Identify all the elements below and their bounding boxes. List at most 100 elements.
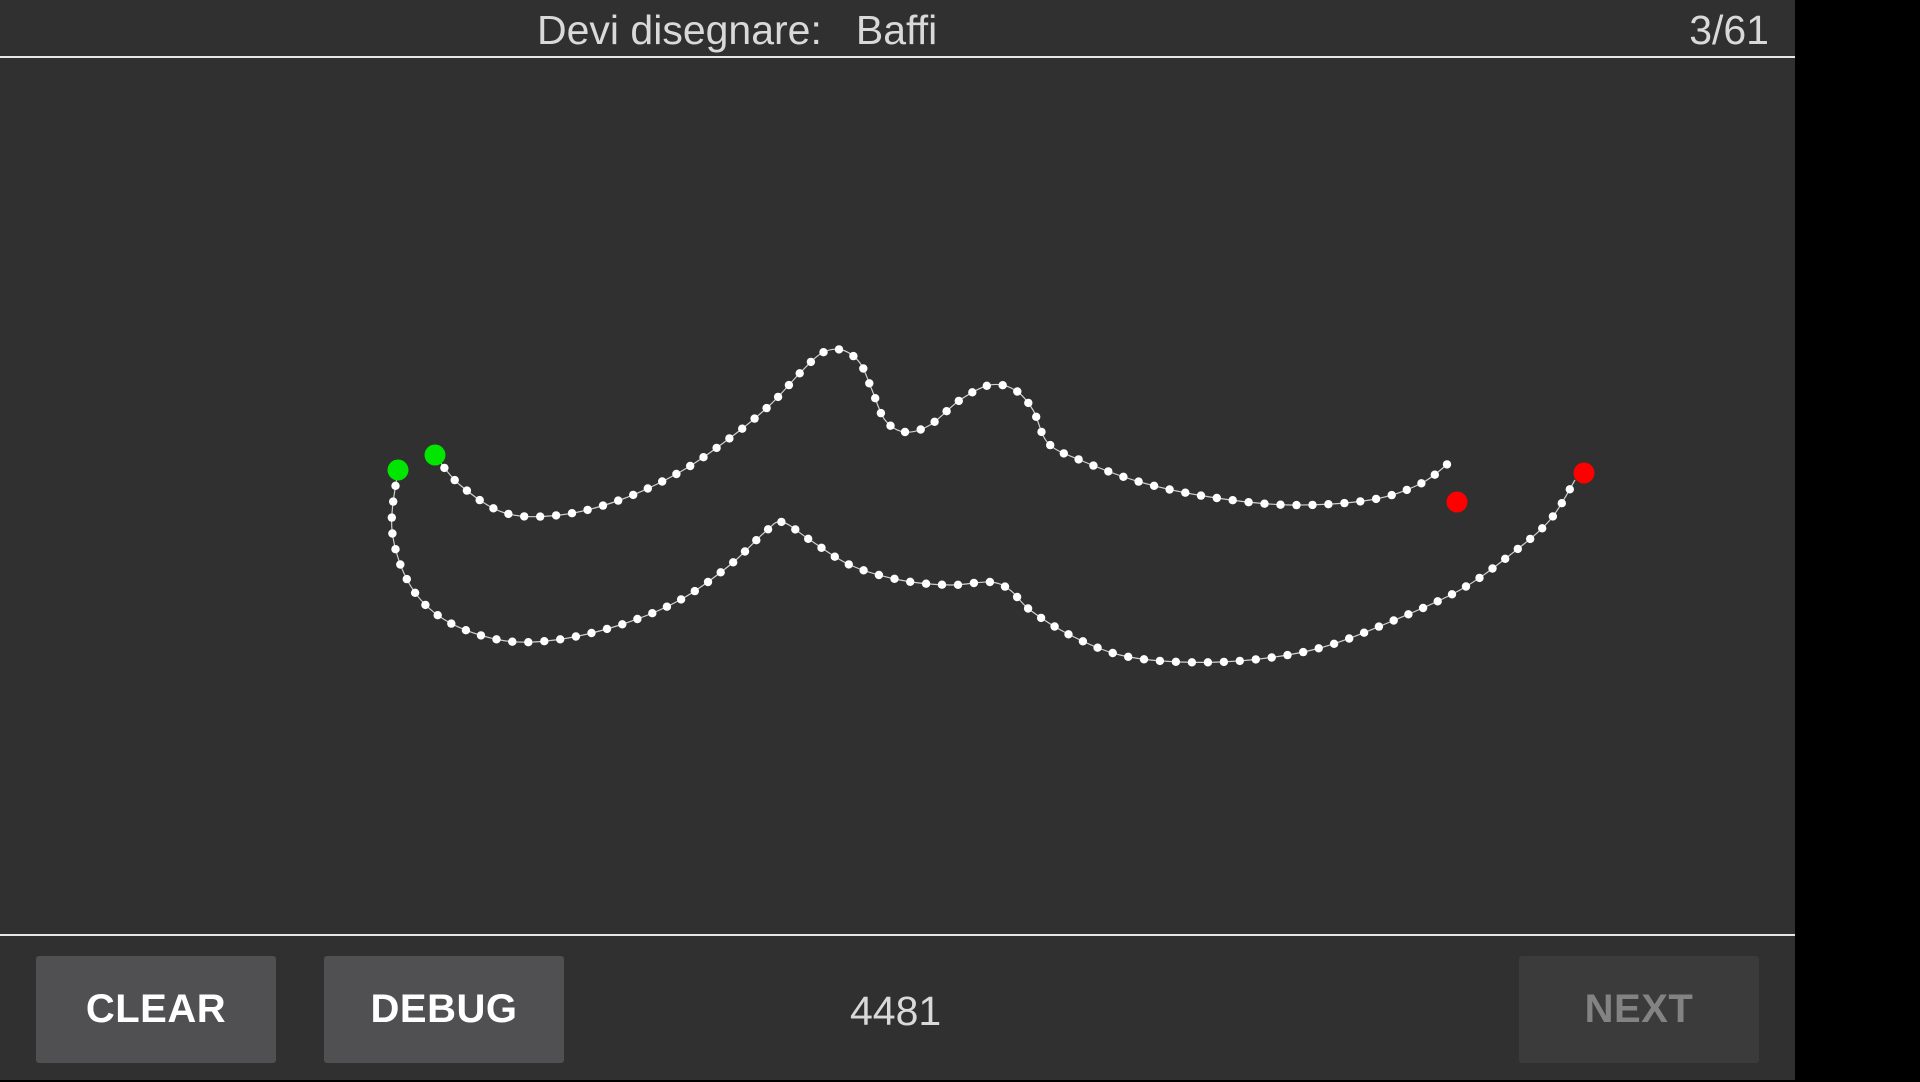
- stroke-point: [662, 602, 672, 611]
- stroke-point: [524, 638, 533, 647]
- stroke-point: [1134, 477, 1143, 486]
- drawing-prompt: Devi disegnare: Baffi: [537, 5, 937, 55]
- stroke-point: [985, 577, 995, 587]
- stroke-point: [1219, 657, 1229, 667]
- stroke-point: [508, 637, 517, 646]
- stroke-point: [1212, 493, 1222, 503]
- stroke-point: [1513, 544, 1523, 554]
- stroke-point: [1565, 485, 1575, 494]
- end-point-marker: [1573, 462, 1595, 484]
- stroke-point: [954, 396, 963, 406]
- stroke-point: [1139, 655, 1149, 664]
- stroke-point: [388, 529, 397, 538]
- stroke-point: [817, 543, 826, 552]
- clear-button[interactable]: CLEAR: [36, 956, 276, 1063]
- stroke-point: [1488, 564, 1497, 573]
- stroke-point: [614, 496, 623, 505]
- stroke-point: [1235, 656, 1245, 666]
- header-bar: Devi disegnare: Baffi 3/61: [0, 0, 1795, 58]
- stroke-point: [968, 388, 977, 397]
- stroke-point: [937, 580, 947, 589]
- drawing-canvas[interactable]: [0, 58, 1795, 934]
- next-button[interactable]: NEXT: [1519, 956, 1759, 1063]
- stroke-point: [1359, 628, 1369, 637]
- stroke-point: [402, 574, 411, 584]
- drawing-surface[interactable]: [0, 58, 1795, 934]
- upper-stroke: [424, 345, 1468, 521]
- stroke-point: [1093, 643, 1102, 652]
- progress-counter: 3/61: [1689, 7, 1769, 53]
- stroke-point: [1292, 500, 1301, 510]
- footer-bar: CLEAR DEBUG 4481 NEXT: [0, 934, 1795, 1082]
- stroke-point: [1181, 488, 1190, 497]
- stroke-point: [849, 351, 858, 361]
- stroke-point: [387, 513, 396, 522]
- stroke-point: [699, 453, 708, 462]
- stroke-point: [762, 403, 771, 413]
- stroke-point: [1108, 648, 1117, 658]
- stroke-point: [1276, 500, 1285, 509]
- stroke-point: [1196, 491, 1206, 500]
- stroke-point: [1548, 512, 1558, 521]
- stroke-point: [629, 490, 638, 500]
- stroke-point: [795, 369, 804, 378]
- stroke-point: [1012, 592, 1022, 602]
- score-value: 4481: [850, 988, 942, 1034]
- stroke-point: [583, 505, 592, 515]
- stroke-point: [1064, 630, 1073, 639]
- stroke-point: [475, 495, 484, 505]
- stroke-point: [1267, 653, 1276, 662]
- screen-edge-bar: [1795, 0, 1920, 1080]
- stroke-point: [890, 574, 899, 583]
- stroke-point: [461, 626, 471, 635]
- stroke-point: [1501, 554, 1510, 563]
- stroke-point: [900, 427, 910, 437]
- stroke-point: [633, 614, 642, 624]
- stroke-point: [834, 345, 844, 354]
- stroke-point: [906, 577, 915, 586]
- stroke-point: [1013, 387, 1022, 396]
- stroke-point: [462, 486, 472, 495]
- stroke-point: [784, 380, 794, 390]
- debug-button[interactable]: DEBUG: [324, 956, 564, 1063]
- stroke-point: [504, 509, 513, 519]
- stroke-point: [450, 475, 459, 485]
- stroke-point: [1308, 500, 1317, 510]
- stroke-point: [1023, 604, 1033, 613]
- stroke-point: [953, 580, 963, 589]
- start-point-marker: [387, 459, 409, 481]
- stroke-point: [1050, 622, 1059, 631]
- stroke-point: [1165, 485, 1174, 494]
- stroke-point: [750, 414, 759, 423]
- stroke-point: [1447, 590, 1457, 599]
- stroke-point: [536, 512, 545, 521]
- stroke-point: [686, 461, 695, 471]
- stroke-point: [1155, 656, 1165, 666]
- stroke-point: [716, 568, 725, 577]
- stroke-point: [391, 545, 400, 554]
- stroke-point: [1171, 657, 1181, 666]
- stroke-point: [1442, 460, 1452, 469]
- stroke-point: [676, 595, 686, 604]
- stroke-point: [916, 425, 925, 434]
- stroke-point: [396, 560, 405, 569]
- stroke-point: [447, 619, 456, 628]
- stroke-point: [1149, 481, 1159, 490]
- app-window: Devi disegnare: Baffi 3/61 CLEAR DEBUG 44…: [0, 0, 1795, 1080]
- stroke-point: [389, 497, 398, 506]
- stroke-point: [1557, 499, 1567, 508]
- stroke-point: [1299, 647, 1308, 657]
- stroke-point: [520, 512, 529, 521]
- stroke-point: [874, 570, 884, 580]
- stroke-point: [556, 635, 565, 644]
- stroke-point: [804, 534, 813, 543]
- stroke-point: [1024, 398, 1033, 408]
- stroke-point: [1340, 498, 1349, 508]
- stroke-point: [1314, 644, 1323, 653]
- stroke-point: [1329, 639, 1339, 648]
- stroke-point: [1526, 534, 1535, 544]
- lower-stroke: [387, 459, 1595, 667]
- stroke-point: [410, 588, 420, 597]
- stroke-point: [844, 560, 853, 569]
- stroke-point: [1402, 485, 1412, 495]
